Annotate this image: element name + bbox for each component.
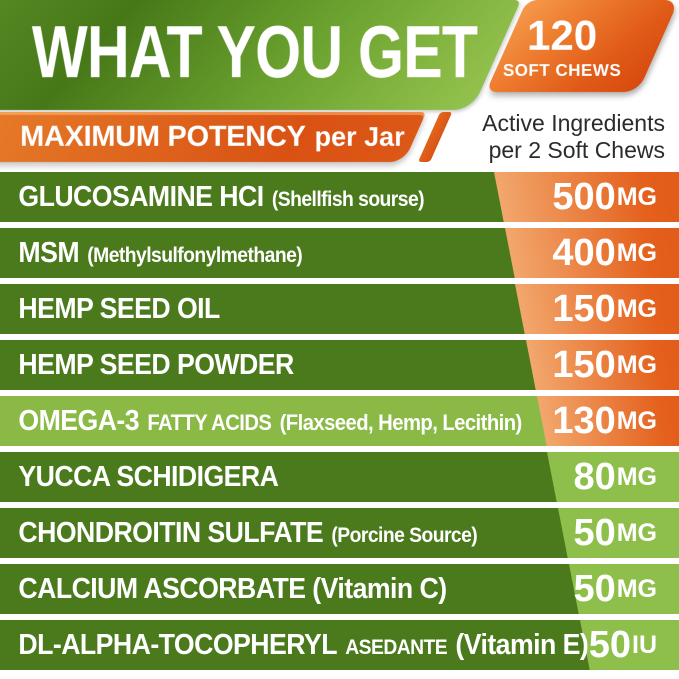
active-ingredients-line2: per 2 Soft Chews <box>488 136 665 163</box>
amount-value: 130 <box>552 400 616 442</box>
what-you-get-banner-inner: WHAT YOU GET <box>0 0 477 110</box>
ingredient-name-segment: MSM <box>18 236 79 269</box>
ingredient-name-segment: OMEGA-3 <box>18 404 140 437</box>
what-you-get-banner: WHAT YOU GET <box>0 0 521 110</box>
active-ingredients-heading: Active Ingredients per 2 Soft Chews <box>482 110 665 163</box>
ingredients-list: GLUCOSAMINE HCI (Shellfish sourse) 500 MG … <box>0 172 679 676</box>
amount-value: 50 <box>573 568 616 610</box>
ingredient-amount: 50 MG <box>573 508 657 558</box>
ingredient-name-segment: CALCIUM ASCORBATE (Vitamin C) <box>18 572 447 605</box>
ingredient-name-segment: DL-ALPHA-TOCOPHERYL <box>18 628 337 661</box>
ingredient-row: OMEGA-3 FATTY ACIDS (Flaxseed, Hemp, Lecit… <box>0 396 679 446</box>
amount-unit: MG <box>616 406 657 435</box>
amount-value: 150 <box>552 288 616 330</box>
ingredient-name: OMEGA-3 FATTY ACIDS (Flaxseed, Hemp, Lecit… <box>0 405 522 438</box>
ingredient-amount: 50 IU <box>589 620 657 670</box>
amount-unit: MG <box>616 518 657 547</box>
ingredient-amount: 130 MG <box>552 396 657 446</box>
ingredient-name-segment: (Flaxseed, Hemp, Lecithin) <box>279 409 523 435</box>
ingredient-name-segment: FATTY ACIDS <box>147 409 272 435</box>
ingredient-name-segment: (Porcine Source) <box>331 523 478 547</box>
ingredient-name: CALCIUM ASCORBATE (Vitamin C) <box>0 573 447 606</box>
amount-value: 150 <box>552 344 616 386</box>
ingredient-name: GLUCOSAMINE HCI (Shellfish sourse) <box>0 181 424 214</box>
soft-chews-badge: 120 SOFT CHEWS <box>486 0 679 92</box>
ingredient-name: MSM (Methylsulfonylmethane) <box>0 237 302 270</box>
ingredient-row: HEMP SEED POWDER 150 MG <box>0 340 679 390</box>
amount-unit: MG <box>616 574 657 603</box>
ingredient-name: HEMP SEED POWDER <box>0 349 294 382</box>
ingredient-name: YUCCA SCHIDIGERA <box>0 460 279 494</box>
amount-unit: MG <box>616 182 657 211</box>
ingredient-name-segment: HEMP SEED POWDER <box>18 348 294 381</box>
ingredient-name-segment: ASEDANTE <box>345 635 448 659</box>
potency-title: MAXIMUM POTENCY <box>19 120 306 153</box>
amount-value: 80 <box>573 456 616 498</box>
ingredient-amount: 500 MG <box>552 172 657 222</box>
amount-value: 400 <box>552 232 616 274</box>
ingredient-name-segment: YUCCA SCHIDIGERA <box>18 460 279 493</box>
ingredient-row: GLUCOSAMINE HCI (Shellfish sourse) 500 MG <box>0 172 679 222</box>
ingredient-amount: 150 MG <box>552 340 657 390</box>
ingredient-name-segment: HEMP SEED OIL <box>18 292 220 325</box>
ingredient-row: DL-ALPHA-TOCOPHERYL ASEDANTE (Vitamin E) 5… <box>0 620 679 670</box>
maximum-potency-banner: MAXIMUM POTENCY per Jar <box>0 112 427 162</box>
ingredient-name-segment: GLUCOSAMINE HCI <box>18 180 264 213</box>
ingredient-row: MSM (Methylsulfonylmethane) 400 MG <box>0 228 679 278</box>
banner-ribbon-slice <box>418 112 453 162</box>
active-ingredients-line1: Active Ingredients <box>482 110 665 136</box>
amount-value: 500 <box>552 176 616 218</box>
ingredient-name-segment: (Shellfish sourse) <box>271 187 425 211</box>
ingredient-row: CALCIUM ASCORBATE (Vitamin C) 50 MG <box>0 564 679 614</box>
ingredient-row: CHONDROITIN SULFATE (Porcine Source) 50 MG <box>0 508 679 558</box>
chew-count: 120 <box>526 12 598 59</box>
chew-count-label: SOFT CHEWS <box>502 61 622 80</box>
ingredient-name-segment: (Methylsulfonylmethane) <box>87 243 303 267</box>
ingredient-amount: 80 MG <box>573 452 657 502</box>
ingredient-row: YUCCA SCHIDIGERA 80 MG <box>0 452 679 502</box>
ingredient-amount: 50 MG <box>573 564 657 614</box>
amount-value: 50 <box>573 512 616 554</box>
potency-subtitle: per Jar <box>314 121 405 152</box>
amount-unit: IU <box>632 630 657 659</box>
ingredient-name: CHONDROITIN SULFATE (Porcine Source) <box>0 517 477 550</box>
amount-value: 50 <box>588 624 631 666</box>
amount-unit: MG <box>616 238 657 267</box>
ingredient-amount: 400 MG <box>552 228 657 278</box>
ingredient-amount: 150 MG <box>552 284 657 334</box>
ingredient-name-segment: (Vitamin E) <box>455 628 589 661</box>
ingredient-name: HEMP SEED OIL <box>0 293 220 326</box>
amount-unit: MG <box>616 462 657 491</box>
amount-unit: MG <box>616 350 657 379</box>
soft-chews-badge-inner: 120 SOFT CHEWS <box>486 0 638 92</box>
amount-unit: MG <box>616 294 657 323</box>
ingredient-name-segment: CHONDROITIN SULFATE <box>18 516 324 549</box>
maximum-potency-banner-inner: MAXIMUM POTENCY per Jar <box>0 112 405 162</box>
ingredient-row: HEMP SEED OIL 150 MG <box>0 284 679 334</box>
ingredient-name: DL-ALPHA-TOCOPHERYL ASEDANTE (Vitamin E) <box>0 629 588 662</box>
page-title: WHAT YOU GET <box>31 9 478 93</box>
